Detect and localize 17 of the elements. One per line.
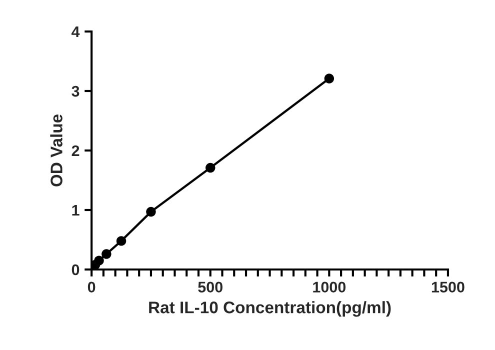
x-tick-label: 1000 — [313, 282, 346, 293]
x-tick-label: 1500 — [432, 282, 464, 293]
point — [324, 74, 334, 84]
point — [94, 256, 104, 266]
x-axis-title: Rat IL-10 Concentration(pg/ml) — [149, 301, 391, 317]
point — [116, 236, 126, 246]
point — [102, 249, 112, 259]
y-tick-label: 3 — [72, 86, 80, 97]
y-tick-label: 0 — [72, 264, 80, 276]
point — [206, 162, 216, 173]
x-tick-label: 500 — [198, 282, 222, 293]
point — [146, 206, 156, 217]
y-tick-label: 1 — [72, 205, 80, 216]
y-tick-label: 4 — [72, 26, 80, 38]
x-tick-label: 0 — [88, 282, 96, 293]
y-tick-label: 2 — [72, 145, 80, 156]
y-axis-title: OD Value — [50, 114, 62, 186]
